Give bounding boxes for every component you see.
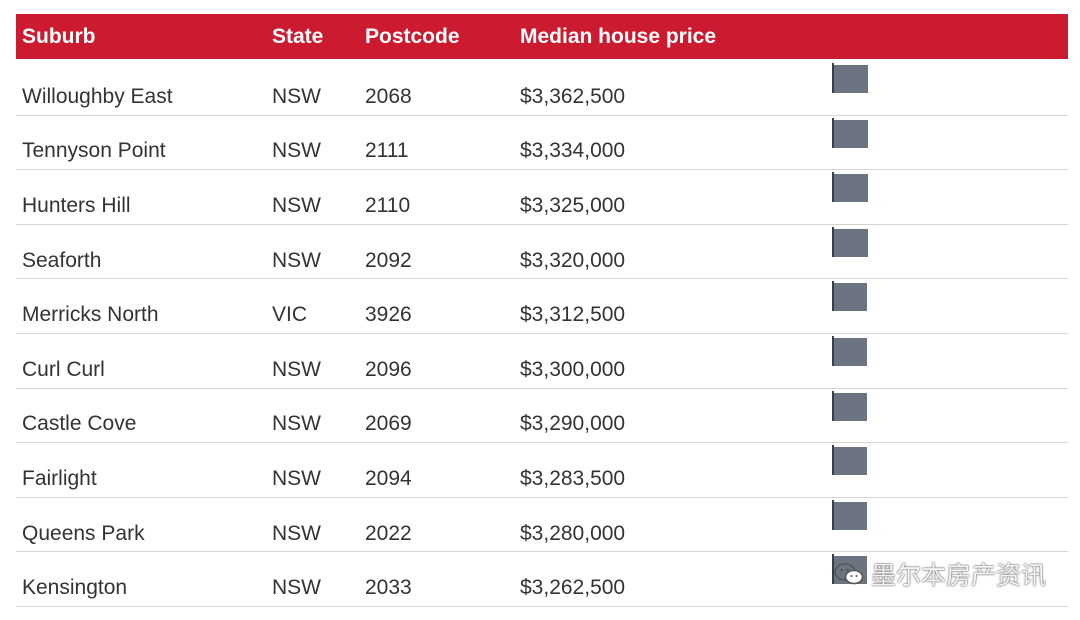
bar-cell: [832, 443, 1062, 497]
suburb-cell: Kensington: [22, 576, 128, 600]
table-header: Suburb State Postcode Median house price: [16, 14, 1068, 59]
price-bar: [834, 392, 868, 421]
watermark-text: 墨尔本房产资讯: [870, 561, 1046, 590]
header-postcode: Postcode: [365, 24, 460, 48]
table-row: Curl Curl NSW 2096 $3,300,000: [16, 334, 1068, 389]
postcode-cell: 2110: [365, 193, 411, 217]
table-row: Merricks North VIC 3926 $3,312,500: [16, 279, 1068, 334]
state-cell: NSW: [272, 139, 321, 163]
bar-axis-line: [832, 281, 834, 312]
price-cell: $3,290,000: [520, 412, 626, 436]
bar-axis-line: [832, 390, 834, 421]
bar-cell: [832, 334, 1062, 388]
watermark: 墨尔本房产资讯: [833, 556, 1046, 592]
suburb-cell: Queens Park: [22, 521, 145, 545]
price-bar: [834, 283, 868, 312]
price-cell: $3,325,000: [520, 193, 626, 217]
bar-cell: [832, 61, 1062, 115]
postcode-cell: 2096: [365, 357, 412, 381]
bar-cell: [832, 170, 1062, 224]
table-row: Kensington NSW 2033 $3,262,500: [16, 552, 1068, 607]
table-row: Fairlight NSW 2094 $3,283,500: [16, 443, 1068, 498]
header-state: State: [272, 24, 324, 48]
price-cell: $3,312,500: [520, 303, 626, 327]
bar-cell: [832, 225, 1062, 279]
postcode-cell: 2069: [365, 412, 412, 436]
price-cell: $3,334,000: [520, 139, 626, 163]
state-cell: VIC: [272, 303, 308, 327]
table-row: Queens Park NSW 2022 $3,280,000: [16, 498, 1068, 553]
table-row: Castle Cove NSW 2069 $3,290,000: [16, 389, 1068, 444]
header-suburb: Suburb: [22, 24, 96, 48]
postcode-cell: 3926: [365, 303, 412, 327]
suburb-cell: Willoughby East: [22, 84, 173, 108]
price-bar: [834, 119, 868, 148]
table-row: Tennyson Point NSW 2111 $3,334,000: [16, 116, 1068, 171]
price-cell: $3,300,000: [520, 357, 626, 381]
postcode-cell: 2068: [365, 84, 412, 108]
state-cell: NSW: [272, 576, 321, 600]
postcode-cell: 2033: [365, 576, 412, 600]
bar-axis-line: [832, 499, 834, 530]
state-cell: NSW: [272, 521, 321, 545]
state-cell: NSW: [272, 248, 321, 272]
price-cell: $3,262,500: [520, 576, 626, 600]
bar-axis-line: [832, 172, 834, 203]
bar-axis-line: [832, 335, 834, 366]
price-bar: [834, 337, 868, 366]
state-cell: NSW: [272, 466, 321, 490]
table-body: Willoughby East NSW 2068 $3,362,500 Tennyson…: [16, 61, 1068, 607]
price-bar: [834, 65, 868, 93]
price-cell: $3,320,000: [520, 248, 626, 272]
bar-cell: [832, 116, 1062, 170]
bar-axis-line: [832, 554, 834, 585]
suburb-cell: Castle Cove: [22, 412, 137, 436]
bar-cell: [832, 389, 1062, 443]
bar-axis-line: [832, 445, 834, 476]
bar-axis-line: [832, 63, 834, 93]
price-cell: $3,280,000: [520, 521, 626, 545]
wechat-icon: [834, 563, 864, 585]
price-bar: [834, 447, 868, 476]
price-cell: $3,362,500: [520, 84, 626, 108]
table-row: Seaforth NSW 2092 $3,320,000: [16, 225, 1068, 280]
price-cell: $3,283,500: [520, 466, 626, 490]
bar-cell: [832, 498, 1062, 552]
suburb-cell: Seaforth: [22, 248, 102, 272]
postcode-cell: 2094: [365, 466, 412, 490]
postcode-cell: 2092: [365, 248, 412, 272]
bar-axis-line: [832, 226, 834, 257]
state-cell: NSW: [272, 84, 321, 108]
table-row: Willoughby East NSW 2068 $3,362,500: [16, 61, 1068, 116]
bar-axis-line: [832, 117, 834, 148]
postcode-cell: 2111: [365, 139, 409, 163]
state-cell: NSW: [272, 412, 321, 436]
suburb-cell: Fairlight: [22, 466, 97, 490]
bar-cell: [832, 279, 1062, 333]
table-row: Hunters Hill NSW 2110 $3,325,000: [16, 170, 1068, 225]
header-median-price: Median house price: [520, 24, 717, 48]
state-cell: NSW: [272, 357, 321, 381]
price-bar: [834, 228, 868, 257]
state-cell: NSW: [272, 193, 321, 217]
price-bar: [834, 174, 868, 203]
suburb-cell: Hunters Hill: [22, 193, 131, 217]
suburb-cell: Tennyson Point: [22, 139, 166, 163]
price-table: Suburb State Postcode Median house price…: [16, 14, 1068, 607]
postcode-cell: 2022: [365, 521, 412, 545]
price-bar: [834, 501, 868, 530]
suburb-cell: Curl Curl: [22, 357, 105, 381]
suburb-cell: Merricks North: [22, 303, 159, 327]
